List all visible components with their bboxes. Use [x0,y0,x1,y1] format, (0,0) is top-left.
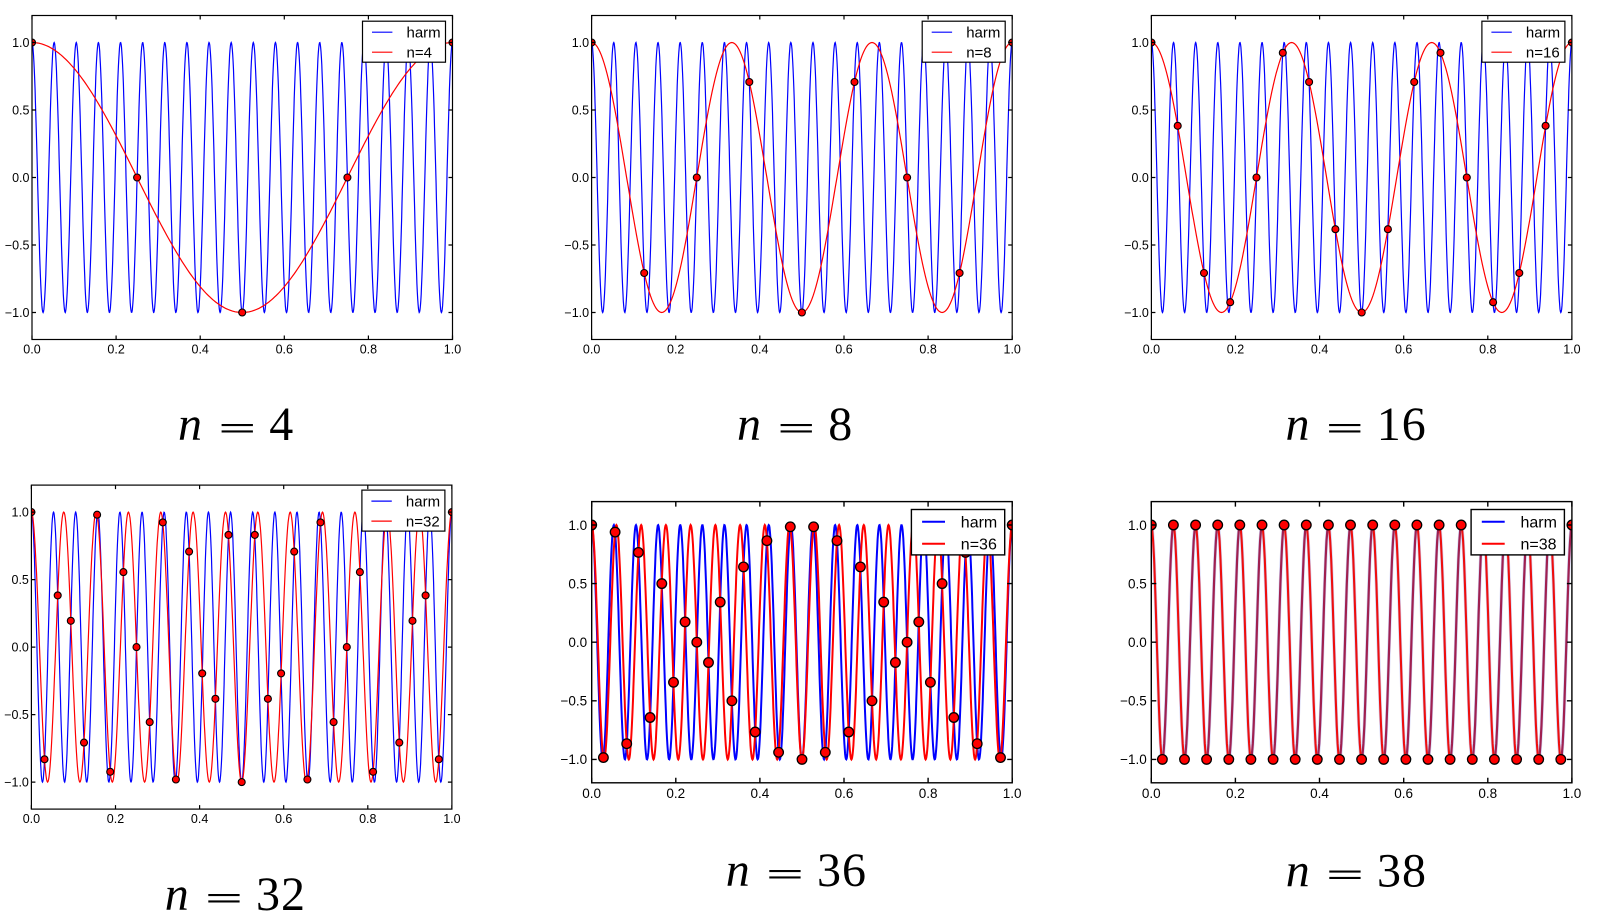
svg-text:−0.5: −0.5 [564,239,589,253]
svg-text:0.0: 0.0 [1128,635,1147,650]
svg-text:1.0: 1.0 [1003,786,1022,801]
svg-text:0.8: 0.8 [919,786,938,801]
svg-text:0.4: 0.4 [751,786,770,801]
svg-text:0.5: 0.5 [12,573,29,587]
svg-text:1.0: 1.0 [572,36,589,50]
svg-text:−0.5: −0.5 [561,694,588,709]
svg-text:1.0: 1.0 [1128,518,1147,533]
svg-text:1.0: 1.0 [568,518,587,533]
svg-text:1.0: 1.0 [12,36,29,50]
svg-text:0.8: 0.8 [1479,342,1496,356]
svg-text:harm: harm [966,25,1000,42]
svg-text:n: n [1286,398,1310,451]
svg-text:n: n [1286,845,1310,898]
svg-text:−0.5: −0.5 [5,239,30,253]
svg-text:n=16: n=16 [1526,45,1560,62]
svg-text:0.5: 0.5 [1132,104,1149,118]
svg-text:0.5: 0.5 [572,104,589,118]
svg-text:0.0: 0.0 [12,641,29,655]
svg-text:0.6: 0.6 [275,812,292,826]
svg-text:32: 32 [256,868,306,921]
svg-text:0.2: 0.2 [107,812,124,826]
svg-text:0.4: 0.4 [1310,786,1329,801]
svg-text:4: 4 [269,398,294,451]
svg-text:−1.0: −1.0 [564,306,589,320]
svg-text:n=8: n=8 [966,45,991,62]
svg-text:0.0: 0.0 [583,342,600,356]
svg-text:harm: harm [961,514,997,531]
svg-text:0.2: 0.2 [107,342,124,356]
svg-text:−1.0: −1.0 [4,776,29,790]
svg-text:0.6: 0.6 [835,786,854,801]
svg-text:8: 8 [828,398,853,451]
svg-text:0.8: 0.8 [1478,786,1497,801]
svg-text:1.0: 1.0 [1004,342,1021,356]
svg-text:harm: harm [406,494,440,511]
svg-text:0.6: 0.6 [835,342,852,356]
svg-text:−1.0: −1.0 [5,306,30,320]
svg-text:0.4: 0.4 [1311,342,1328,356]
svg-text:1.0: 1.0 [1563,786,1582,801]
svg-text:0.0: 0.0 [572,171,589,185]
svg-text:−0.5: −0.5 [1124,239,1149,253]
svg-text:0.8: 0.8 [359,812,376,826]
svg-text:n: n [726,844,750,897]
svg-text:0.0: 0.0 [23,812,40,826]
svg-text:n: n [737,398,761,451]
svg-text:−0.5: −0.5 [1120,694,1147,709]
svg-text:0.0: 0.0 [12,171,29,185]
svg-text:harm: harm [407,25,441,42]
svg-text:0.6: 0.6 [276,342,293,356]
svg-text:n=38: n=38 [1521,537,1557,554]
svg-text:0.4: 0.4 [192,342,209,356]
svg-text:0.0: 0.0 [1143,342,1160,356]
svg-text:harm: harm [1521,514,1557,531]
svg-text:0.4: 0.4 [751,342,768,356]
svg-text:−1.0: −1.0 [1120,752,1147,767]
svg-text:−0.5: −0.5 [4,708,29,722]
svg-text:harm: harm [1526,25,1560,42]
svg-text:1.0: 1.0 [1132,36,1149,50]
svg-text:0.2: 0.2 [1226,786,1245,801]
svg-text:0.8: 0.8 [360,342,377,356]
svg-text:−1.0: −1.0 [561,752,588,767]
svg-text:−1.0: −1.0 [1124,306,1149,320]
svg-text:16: 16 [1377,398,1427,451]
svg-text:0.4: 0.4 [191,812,208,826]
svg-text:0.2: 0.2 [667,342,684,356]
svg-text:0.2: 0.2 [1227,342,1244,356]
svg-text:0.6: 0.6 [1394,786,1413,801]
svg-text:n: n [178,398,202,451]
svg-text:0.6: 0.6 [1395,342,1412,356]
svg-text:n=36: n=36 [961,537,997,554]
svg-text:1.0: 1.0 [444,342,461,356]
svg-text:0.0: 0.0 [23,342,40,356]
svg-text:n=32: n=32 [406,514,440,531]
svg-text:0.8: 0.8 [919,342,936,356]
svg-text:36: 36 [817,844,867,897]
svg-text:38: 38 [1377,845,1427,898]
svg-text:0.0: 0.0 [1132,171,1149,185]
svg-text:1.0: 1.0 [12,506,29,520]
svg-text:0.0: 0.0 [568,635,587,650]
svg-text:0.2: 0.2 [666,786,685,801]
svg-text:1.0: 1.0 [1563,342,1580,356]
svg-text:n=4: n=4 [407,45,432,62]
svg-text:0.5: 0.5 [12,104,29,118]
svg-text:0.5: 0.5 [568,577,587,592]
svg-text:0.0: 0.0 [582,786,601,801]
svg-text:0.0: 0.0 [1142,786,1161,801]
svg-text:n: n [165,868,189,921]
svg-text:0.5: 0.5 [1128,577,1147,592]
svg-text:1.0: 1.0 [443,812,460,826]
